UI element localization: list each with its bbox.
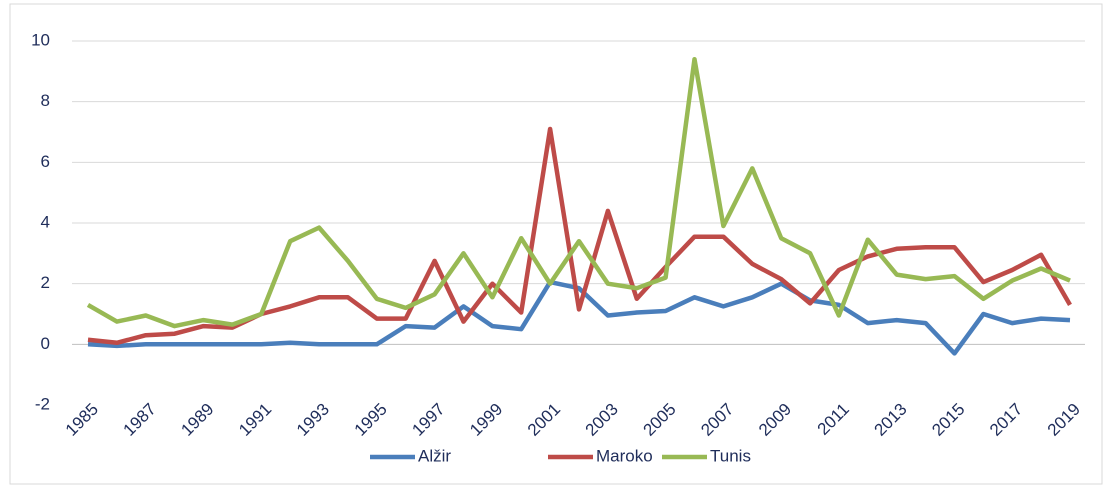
legend-label: Alžir — [418, 446, 451, 465]
series-line — [86, 56, 1071, 329]
legend-label: Maroko — [596, 446, 653, 465]
y-tick-label: 0 — [41, 334, 50, 353]
legend-label: Tunis — [710, 446, 751, 465]
y-tick-label: 10 — [31, 30, 50, 49]
y-tick-label: -2 — [35, 394, 50, 413]
y-tick-label: 8 — [41, 91, 50, 110]
series-line — [87, 279, 1071, 356]
chart-frame — [9, 3, 1103, 485]
y-tick-label: 4 — [41, 212, 50, 231]
y-tick-label: 2 — [41, 273, 50, 292]
y-tick-label: 6 — [41, 152, 50, 171]
